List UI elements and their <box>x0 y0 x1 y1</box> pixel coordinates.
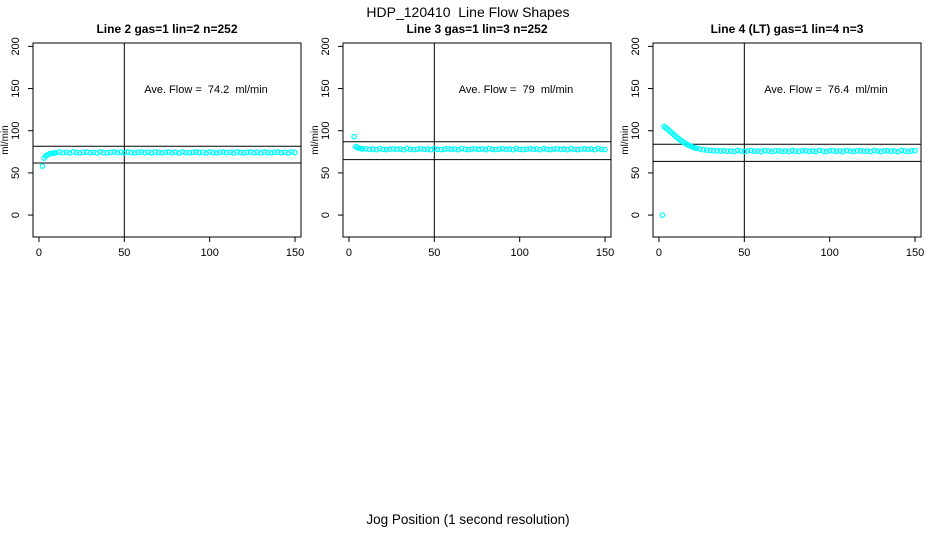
svg-text:150: 150 <box>10 79 22 97</box>
svg-text:0: 0 <box>656 247 662 259</box>
svg-text:0: 0 <box>346 247 352 259</box>
ave-flow-annotation-line4: Ave. Flow = 76.4 ml/min <box>764 84 888 96</box>
svg-text:100: 100 <box>820 247 838 259</box>
panel-title-line2: Line 2 gas=1 lin=2 n=252 <box>96 22 238 36</box>
svg-text:0: 0 <box>10 212 22 218</box>
svg-text:50: 50 <box>428 247 440 259</box>
panel-title-line3: Line 3 gas=1 lin=3 n=252 <box>406 22 548 36</box>
svg-text:0: 0 <box>320 212 332 218</box>
svg-text:100: 100 <box>200 247 218 259</box>
svg-text:150: 150 <box>286 247 304 259</box>
svg-text:ml/min: ml/min <box>620 125 631 154</box>
svg-text:ml/min: ml/min <box>310 125 321 154</box>
svg-text:150: 150 <box>906 247 924 259</box>
svg-text:50: 50 <box>118 247 130 259</box>
svg-text:50: 50 <box>320 167 332 179</box>
svg-text:50: 50 <box>10 167 22 179</box>
ave-flow-annotation-line3: Ave. Flow = 79 ml/min <box>458 84 574 96</box>
svg-text:150: 150 <box>596 247 614 259</box>
svg-text:ml/min: ml/min <box>0 125 11 154</box>
chart-panel-line3: Line 3 gas=1 lin=3 n=252 0 50 100 150 0 50 100… <box>310 0 620 300</box>
panel-title-line4: Line 4 (LT) gas=1 lin=4 n=3 <box>710 22 864 36</box>
svg-text:150: 150 <box>630 79 642 97</box>
svg-text:200: 200 <box>10 37 22 55</box>
svg-text:100: 100 <box>10 122 22 140</box>
plot-svg-line3: 0 50 100 150 0 50 100 150 200 ml/min <box>310 37 614 259</box>
svg-text:50: 50 <box>738 247 750 259</box>
page-title: HDP_120410 Line Flow Shapes <box>366 4 570 20</box>
svg-text:0: 0 <box>36 247 42 259</box>
ave-flow-annotation-line2: Ave. Flow = 74.2 ml/min <box>144 84 268 96</box>
svg-text:150: 150 <box>320 79 332 97</box>
svg-text:0: 0 <box>630 212 642 218</box>
svg-text:100: 100 <box>510 247 528 259</box>
svg-text:200: 200 <box>630 37 642 55</box>
plot-svg-line2: 0 50 100 150 0 50 100 150 200 ml/min <box>0 37 304 259</box>
chart-panel-line4: Line 4 (LT) gas=1 lin=4 n=3 0 50 100 150 0 50… <box>620 0 930 300</box>
svg-text:100: 100 <box>630 122 642 140</box>
svg-text:100: 100 <box>320 122 332 140</box>
svg-text:50: 50 <box>630 167 642 179</box>
svg-text:200: 200 <box>320 37 332 55</box>
chart-panel-line2: Line 2 gas=1 lin=2 n=252 0 50 100 150 0 50 100… <box>0 0 310 300</box>
plot-svg-line4: 0 50 100 150 0 50 100 150 200 ml/min <box>620 37 924 259</box>
x-axis-label: Jog Position (1 second resolution) <box>366 512 570 527</box>
